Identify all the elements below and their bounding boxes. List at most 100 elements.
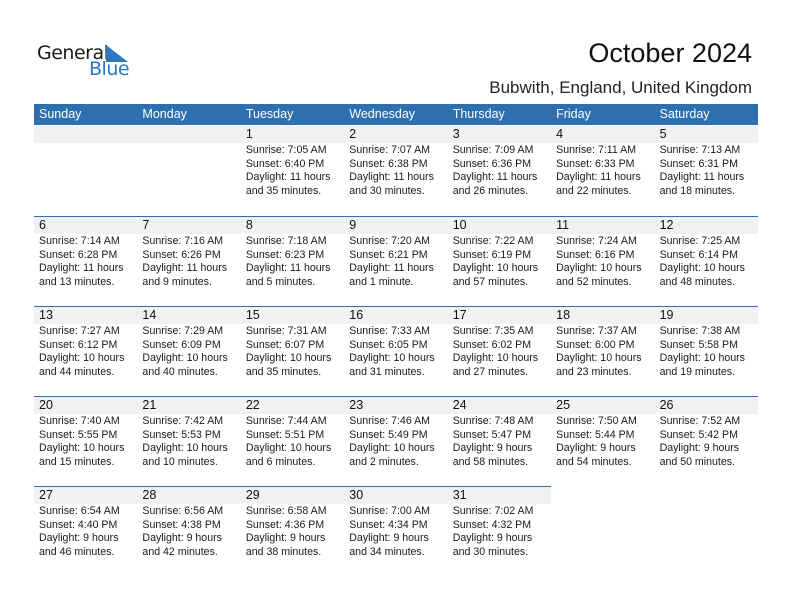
day-number: 11 <box>551 217 655 234</box>
day-number: 30 <box>344 487 448 504</box>
daylight-text: Daylight: 9 hours <box>556 442 636 454</box>
day-cell: 3 Sunrise: 7:09 AM Sunset: 6:36 PM Daylight… <box>447 126 552 216</box>
daylight-minutes-text: and 42 minutes. <box>142 545 218 558</box>
daylight-text: Daylight: 11 hours <box>556 171 641 183</box>
sunset-text: Sunset: 6:26 PM <box>142 248 221 261</box>
sunrise-text: Sunrise: 7:05 AM <box>245 144 327 156</box>
day-number: 19 <box>654 307 758 324</box>
daylight-minutes-text: and 2 minutes. <box>349 455 419 468</box>
sun-info: Sunrise: 6:54 AM Sunset: 4:40 PM Daylight:… <box>34 505 137 559</box>
sun-info: Sunrise: 7:00 AM Sunset: 4:34 PM Daylight:… <box>344 505 447 559</box>
daylight-minutes-text: and 22 minutes. <box>556 184 632 197</box>
sun-info: Sunrise: 7:09 AM Sunset: 6:36 PM Daylight:… <box>448 144 551 198</box>
daylight-text: Daylight: 11 hours <box>349 262 434 274</box>
day-number: 14 <box>137 307 241 324</box>
sunrise-text: Sunrise: 7:16 AM <box>142 235 224 247</box>
sunrise-text: Sunrise: 7:18 AM <box>245 235 327 247</box>
sun-info: Sunrise: 7:07 AM Sunset: 6:38 PM Daylight:… <box>344 144 447 198</box>
daylight-minutes-text: and 34 minutes. <box>349 545 425 558</box>
sunset-text: Sunset: 5:42 PM <box>659 428 738 441</box>
sunrise-text: Sunrise: 6:54 AM <box>39 505 120 517</box>
sunset-text: Sunset: 6:21 PM <box>349 248 428 261</box>
day-cell: 25 Sunrise: 7:50 AM Sunset: 5:44 PM Dayligh… <box>551 396 655 487</box>
sunset-text: Sunset: 5:58 PM <box>659 338 738 351</box>
day-number: 1 <box>240 126 345 143</box>
day-cell: 22 Sunrise: 7:44 AM Sunset: 5:51 PM Dayligh… <box>240 396 345 487</box>
daylight-text: Daylight: 9 hours <box>452 442 533 454</box>
sun-info: Sunrise: 7:42 AM Sunset: 5:53 PM Daylight:… <box>137 415 240 469</box>
daylight-text: Daylight: 9 hours <box>659 442 740 454</box>
sunset-text: Sunset: 6:36 PM <box>452 157 532 170</box>
daylight-minutes-text: and 48 minutes. <box>659 275 735 288</box>
daylight-minutes-text: and 15 minutes. <box>39 455 115 468</box>
sunset-text: Sunset: 6:02 PM <box>452 338 532 351</box>
empty-cell <box>34 126 138 143</box>
day-cell: 13 Sunrise: 7:27 AM Sunset: 6:12 PM Dayligh… <box>34 306 138 397</box>
sunrise-text: Sunrise: 7:52 AM <box>659 415 741 427</box>
sun-info: Sunrise: 7:48 AM Sunset: 5:47 PM Daylight:… <box>448 415 551 469</box>
daylight-text: Daylight: 9 hours <box>39 532 119 544</box>
sunrise-text: Sunrise: 7:33 AM <box>349 325 430 337</box>
daylight-minutes-text: and 57 minutes. <box>452 275 529 288</box>
sunset-text: Sunset: 4:36 PM <box>245 518 325 531</box>
day-number: 8 <box>240 217 345 234</box>
sunrise-text: Sunrise: 7:44 AM <box>245 415 327 427</box>
sunset-text: Sunset: 6:00 PM <box>556 338 635 351</box>
day-number: 13 <box>34 307 138 324</box>
day-cell: 19 Sunrise: 7:38 AM Sunset: 5:58 PM Dayligh… <box>654 306 758 397</box>
sun-info: Sunrise: 7:40 AM Sunset: 5:55 PM Daylight:… <box>34 415 137 469</box>
daylight-minutes-text: and 44 minutes. <box>39 365 115 378</box>
day-number: 5 <box>654 126 758 143</box>
day-number: 23 <box>344 397 448 414</box>
day-number: 24 <box>447 397 552 414</box>
sunrise-text: Sunrise: 7:37 AM <box>556 325 637 337</box>
sun-info: Sunrise: 6:56 AM Sunset: 4:38 PM Daylight:… <box>137 505 240 559</box>
daylight-minutes-text: and 58 minutes. <box>452 455 529 468</box>
sunset-text: Sunset: 6:28 PM <box>39 248 118 261</box>
day-number: 15 <box>240 307 345 324</box>
day-cell: 17 Sunrise: 7:35 AM Sunset: 6:02 PM Dayligh… <box>447 306 552 397</box>
sun-info: Sunrise: 6:58 AM Sunset: 4:36 PM Daylight:… <box>241 505 344 559</box>
sunset-text: Sunset: 6:31 PM <box>659 157 738 170</box>
daylight-text: Daylight: 11 hours <box>659 171 745 183</box>
day-number: 2 <box>344 126 448 143</box>
daylight-text: Daylight: 10 hours <box>142 442 228 454</box>
sunset-text: Sunset: 5:55 PM <box>39 428 118 441</box>
sunset-text: Sunset: 4:38 PM <box>142 518 221 531</box>
logo: General Blue <box>37 42 132 82</box>
daylight-text: Daylight: 10 hours <box>659 262 745 274</box>
logo-text-blue: Blue <box>89 58 130 80</box>
sunrise-text: Sunrise: 7:07 AM <box>349 144 430 156</box>
daylight-minutes-text: and 54 minutes. <box>556 455 632 468</box>
day-cell: 26 Sunrise: 7:52 AM Sunset: 5:42 PM Dayligh… <box>654 396 758 487</box>
day-cell: 28 Sunrise: 6:56 AM Sunset: 4:38 PM Dayligh… <box>137 486 241 577</box>
weekday-thursday: Thursday <box>452 107 505 121</box>
sunrise-text: Sunrise: 7:42 AM <box>142 415 224 427</box>
sunset-text: Sunset: 5:51 PM <box>245 428 325 441</box>
sunrise-text: Sunrise: 7:27 AM <box>39 325 120 337</box>
sun-info: Sunrise: 7:37 AM Sunset: 6:00 PM Daylight:… <box>551 325 654 379</box>
sunrise-text: Sunrise: 7:50 AM <box>556 415 637 427</box>
daylight-text: Daylight: 9 hours <box>142 532 222 544</box>
day-cell: 27 Sunrise: 6:54 AM Sunset: 4:40 PM Dayligh… <box>34 486 138 577</box>
daylight-text: Daylight: 11 hours <box>349 171 434 183</box>
day-number: 18 <box>551 307 655 324</box>
daylight-minutes-text: and 30 minutes. <box>452 545 529 558</box>
daylight-minutes-text: and 1 minute. <box>349 275 414 288</box>
week-row: 20 Sunrise: 7:40 AM Sunset: 5:55 PM Dayligh… <box>34 396 758 486</box>
daylight-text: Daylight: 11 hours <box>452 171 538 183</box>
sun-info: Sunrise: 7:52 AM Sunset: 5:42 PM Daylight:… <box>655 415 758 469</box>
day-number: 20 <box>34 397 138 414</box>
day-cell: 2 Sunrise: 7:07 AM Sunset: 6:38 PM Daylight… <box>344 126 448 216</box>
daylight-text: Daylight: 10 hours <box>39 442 125 454</box>
daylight-text: Daylight: 10 hours <box>452 352 539 364</box>
daylight-text: Daylight: 10 hours <box>245 442 332 454</box>
daylight-minutes-text: and 13 minutes. <box>39 275 115 288</box>
sun-info: Sunrise: 7:50 AM Sunset: 5:44 PM Daylight:… <box>551 415 654 469</box>
day-number: 3 <box>447 126 552 143</box>
sunset-text: Sunset: 6:07 PM <box>245 338 325 351</box>
day-cell: 30 Sunrise: 7:00 AM Sunset: 4:34 PM Dayligh… <box>344 486 448 577</box>
sunrise-text: Sunrise: 6:58 AM <box>245 505 327 517</box>
daylight-text: Daylight: 11 hours <box>39 262 124 274</box>
daylight-minutes-text: and 40 minutes. <box>142 365 218 378</box>
